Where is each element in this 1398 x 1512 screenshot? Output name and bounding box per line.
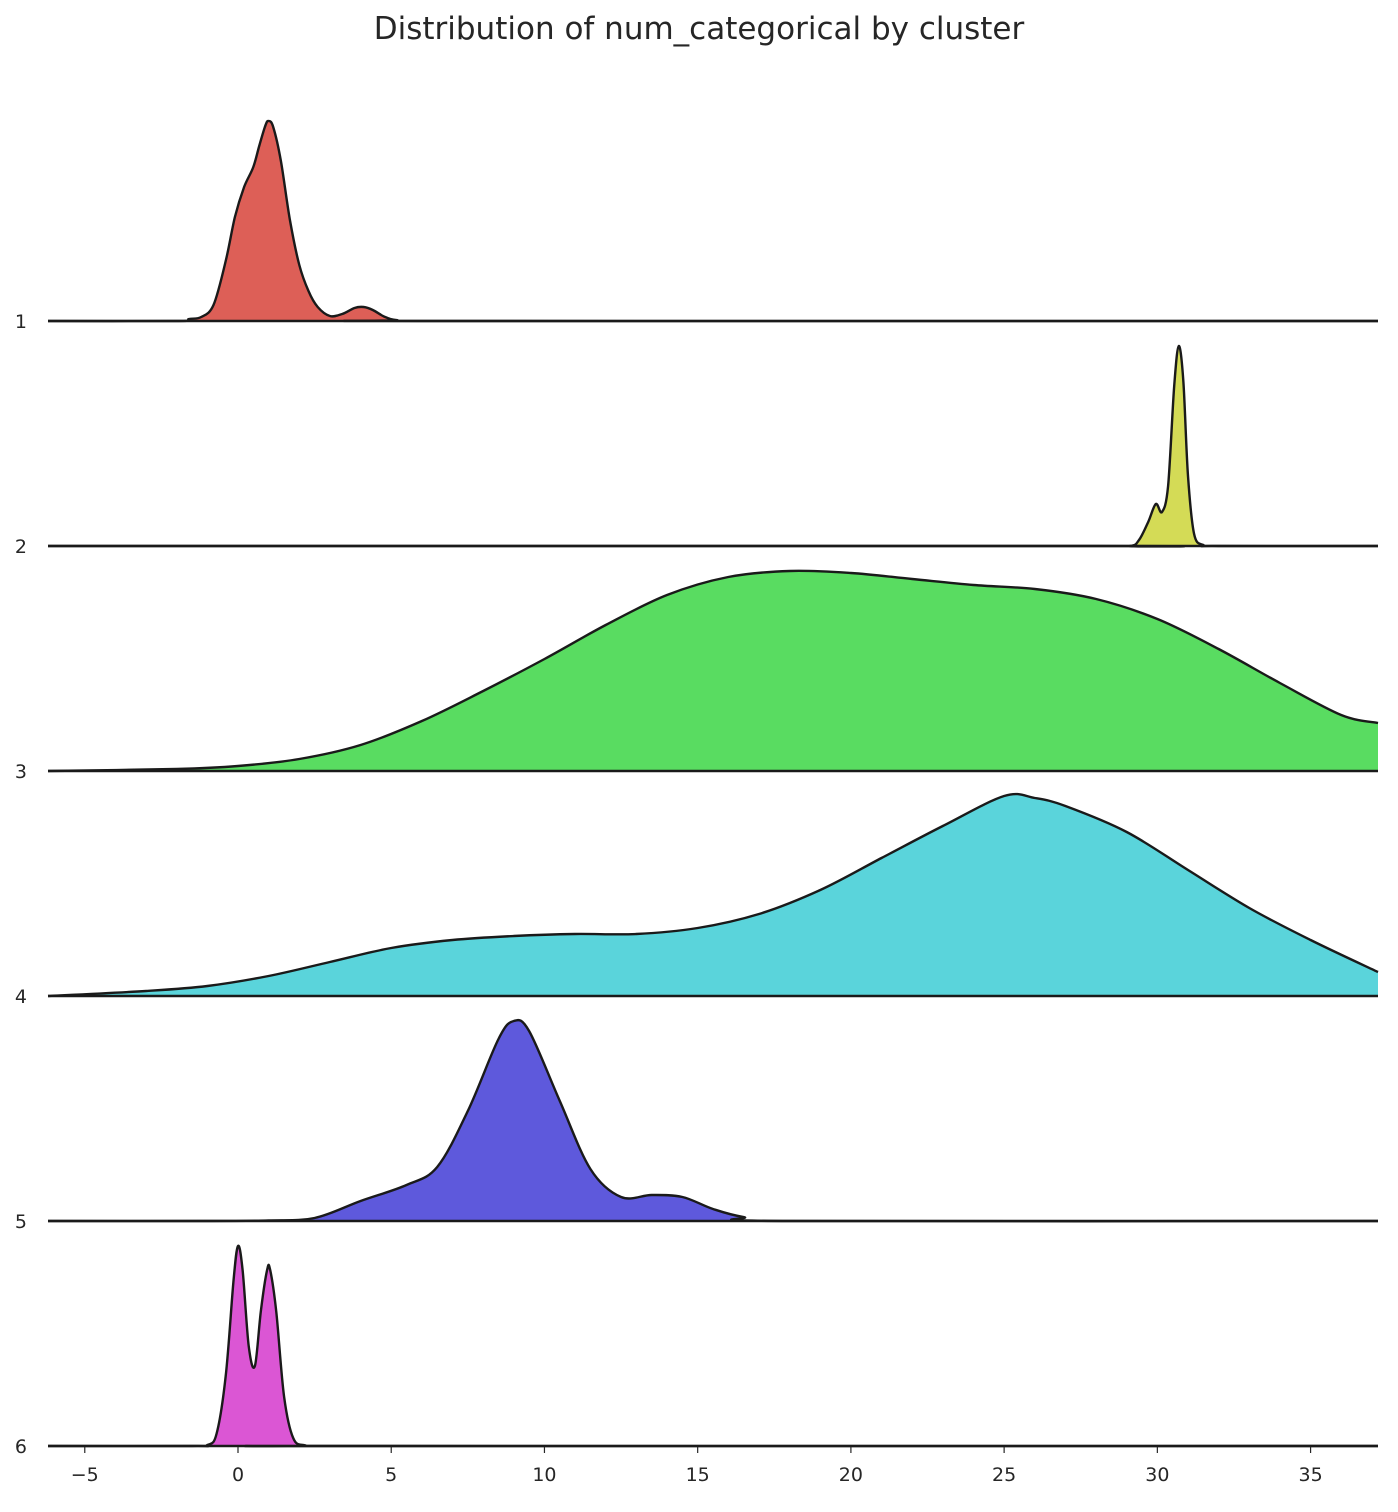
chart-title: Distribution of num_categorical by clust… xyxy=(374,11,1025,47)
ridges: 1 2 3 4 5 6 xyxy=(15,119,1379,1458)
density-line-4 xyxy=(47,792,1379,998)
row-label-4: 4 xyxy=(15,986,27,1008)
ridge-3: 3 xyxy=(15,569,1379,783)
x-axis: −5 0 5 10 15 20 25 30 35 xyxy=(71,1447,1323,1486)
row-label-5: 5 xyxy=(15,1211,27,1233)
x-tick-label: 20 xyxy=(839,1464,863,1486)
density-line-3 xyxy=(47,569,1379,773)
density-area-2 xyxy=(48,345,1378,547)
x-tick-label: 30 xyxy=(1145,1464,1169,1486)
x-tick-label: −5 xyxy=(71,1464,99,1486)
row-label-2: 2 xyxy=(15,536,27,558)
row-label-1: 1 xyxy=(15,311,27,333)
ridge-5: 5 xyxy=(15,1018,1379,1233)
x-tick-label: 5 xyxy=(385,1464,397,1486)
density-area-5 xyxy=(48,1020,1378,1222)
x-tick-label: 25 xyxy=(992,1464,1016,1486)
density-area-4 xyxy=(48,794,1378,996)
row-label-3: 3 xyxy=(15,761,27,783)
x-tick-label: 15 xyxy=(686,1464,710,1486)
density-area-1 xyxy=(48,120,1378,322)
ridge-4: 4 xyxy=(15,792,1379,1008)
x-tick-label: 10 xyxy=(532,1464,556,1486)
row-label-6: 6 xyxy=(15,1436,27,1458)
x-tick-label: 0 xyxy=(232,1464,244,1486)
density-area-3 xyxy=(48,570,1378,771)
ridge-1: 1 xyxy=(15,119,1379,333)
density-line-5 xyxy=(47,1018,1379,1223)
ridge-6: 6 xyxy=(15,1244,1379,1458)
ridge-2: 2 xyxy=(15,344,1379,558)
x-tick-label: 35 xyxy=(1298,1464,1322,1486)
